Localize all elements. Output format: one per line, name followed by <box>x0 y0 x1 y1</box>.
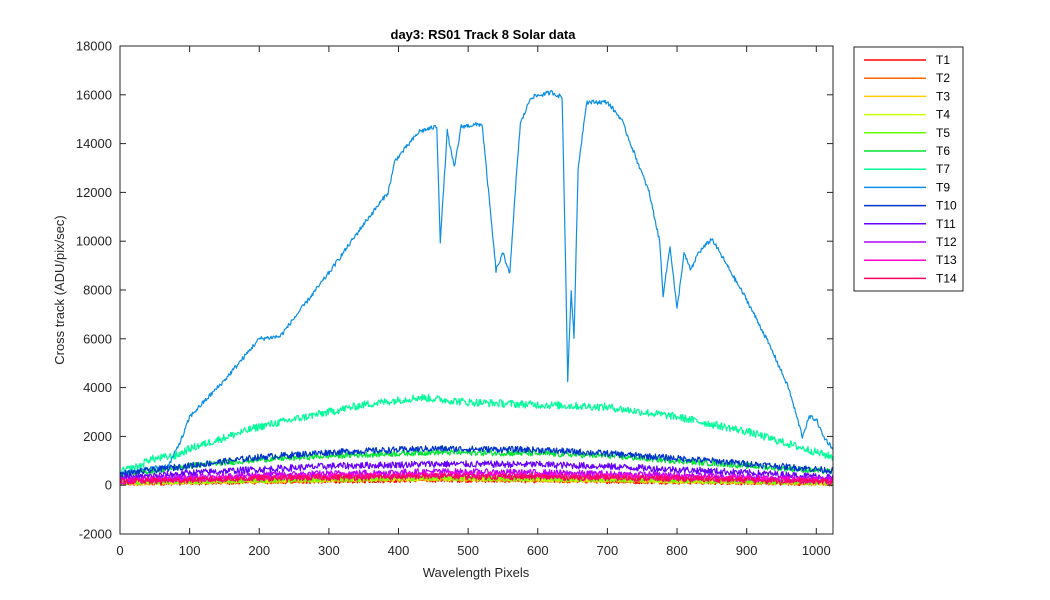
legend: T1 T2 T3 T4 T5 T6 T7 T9 T10 T11 T12 T13 T14 <box>853 46 964 292</box>
x-axis-label: Wavelength Pixels <box>423 565 530 580</box>
series-line-t9 <box>119 89 834 475</box>
legend-label-t14: T14 <box>936 271 957 285</box>
legend-label-t2: T2 <box>936 71 950 85</box>
x-tick-label: 700 <box>597 543 619 558</box>
x-axis: 0 100 200 300 400 500 600 700 800 900 1000 <box>116 46 831 558</box>
x-tick-label: 600 <box>527 543 549 558</box>
y-tick-label: 16000 <box>76 87 112 102</box>
y-tick-label: 0 <box>105 478 112 493</box>
x-tick-label: 500 <box>457 543 479 558</box>
y-tick-label: 6000 <box>83 331 112 346</box>
series-line-t10 <box>119 445 834 478</box>
y-tick-label: 2000 <box>83 429 112 444</box>
legend-label-t7: T7 <box>936 162 950 176</box>
y-tick-label: -2000 <box>79 527 112 542</box>
y-tick-label: 8000 <box>83 283 112 298</box>
x-tick-label: 900 <box>736 543 758 558</box>
x-tick-label: 200 <box>248 543 270 558</box>
y-axis: -2000 0 2000 4000 6000 8000 10000 12000 14000 160… <box>76 39 833 542</box>
series-line-t14 <box>119 472 834 486</box>
x-tick-label: 800 <box>666 543 688 558</box>
x-tick-label: 400 <box>388 543 410 558</box>
y-tick-label: 14000 <box>76 136 112 151</box>
y-tick-label: 10000 <box>76 234 112 249</box>
x-tick-label: 300 <box>318 543 340 558</box>
series-line-t12 <box>119 468 834 484</box>
legend-label-t6: T6 <box>936 144 950 158</box>
y-tick-label: 18000 <box>76 39 112 54</box>
series-line-t7 <box>119 393 834 476</box>
legend-label-t1: T1 <box>936 53 950 67</box>
legend-label-t10: T10 <box>936 199 957 213</box>
y-tick-label: 4000 <box>83 380 112 395</box>
x-tick-label: 0 <box>116 543 123 558</box>
legend-label-t12: T12 <box>936 235 957 249</box>
legend-label-t3: T3 <box>936 89 950 103</box>
chart-title: day3: RS01 Track 8 Solar data <box>391 27 577 42</box>
y-axis-label: Cross track (ADU/pix/sec) <box>52 215 67 365</box>
legend-label-t5: T5 <box>936 126 950 140</box>
x-tick-label: 1000 <box>802 543 831 558</box>
legend-label-t11: T11 <box>936 217 956 231</box>
plot-area <box>120 46 833 534</box>
x-tick-label: 100 <box>179 543 201 558</box>
legend-label-t9: T9 <box>936 180 950 194</box>
y-tick-label: 12000 <box>76 185 112 200</box>
series-line-t6 <box>119 449 834 479</box>
legend-label-t13: T13 <box>936 253 957 267</box>
series-layer <box>119 89 834 487</box>
legend-label-t4: T4 <box>936 108 950 122</box>
